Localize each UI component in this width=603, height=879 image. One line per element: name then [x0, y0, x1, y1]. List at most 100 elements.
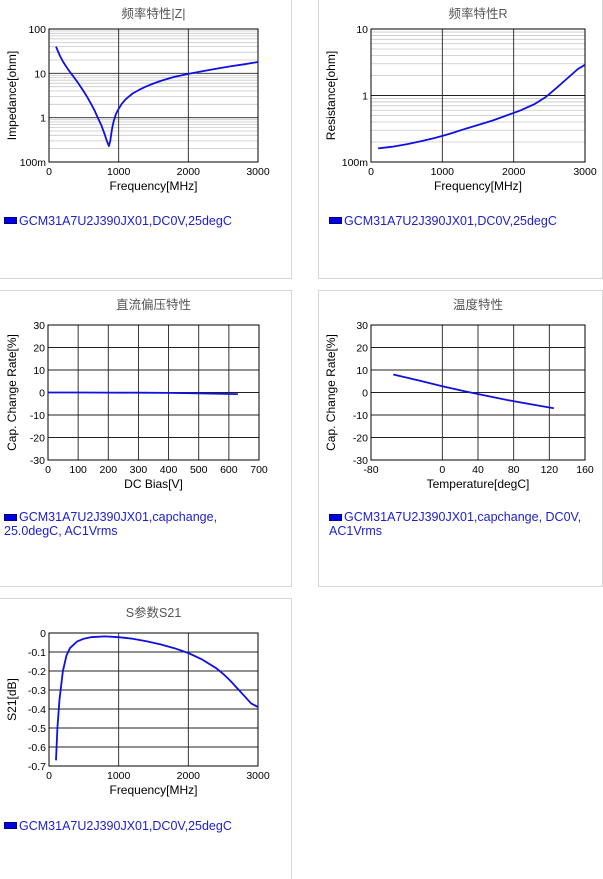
y-tick-label: 10	[34, 68, 46, 80]
x-axis-label: DC Bias[V]	[124, 477, 183, 491]
panel-s21: S参数S21 0 1000 2000 3000 0 -0.1 -0.2 -0.3 -0.4 -0.5…	[0, 598, 292, 879]
x-tick-label: 700	[250, 464, 268, 476]
series-line	[55, 635, 259, 761]
x-tick-label: 1000	[107, 770, 131, 782]
legend-swatch-icon	[4, 217, 17, 225]
y-axis-label: S21[dB]	[5, 678, 19, 721]
x-tick-label: 100	[69, 464, 87, 476]
y-tick-label: 0	[40, 628, 46, 640]
x-tick-label: 0	[45, 464, 51, 476]
series-line	[48, 391, 238, 395]
x-tick-label: 0	[439, 464, 445, 476]
y-tick-label: -0.7	[28, 761, 46, 773]
x-tick-label: 80	[508, 464, 520, 476]
x-tick-label: 0	[46, 166, 52, 178]
x-tick-label: 2000	[502, 166, 526, 178]
legend-s21[interactable]: GCM31A7U2J390JX01,DC0V,25degC	[4, 819, 232, 833]
x-tick-label: 2000	[177, 166, 201, 178]
y-tick-label: 1	[362, 91, 368, 103]
plot-frame	[370, 324, 586, 461]
y-tick-label: -30	[353, 455, 368, 467]
chart-s21: S参数S21 0 1000 2000 3000 0 -0.1 -0.2 -0.3 -0.4 -0.5…	[5, 605, 270, 797]
y-tick-label: 100m	[342, 157, 369, 169]
legend-text: GCM31A7U2J390JX01,DC0V,25degC	[344, 214, 557, 228]
x-axis-label: Frequency[MHz]	[109, 179, 197, 193]
chart-title: 频率特性|Z|	[121, 6, 185, 21]
legend-text: GCM31A7U2J390JX01,DC0V,25degC	[19, 819, 232, 833]
y-tick-label: -20	[30, 433, 45, 445]
x-tick-label: 200	[100, 464, 118, 476]
x-tick-label: 1000	[107, 166, 131, 178]
chart-resistance: 频率特性R 0 1000 2000 3000 100m 1 10 Frequency[MHz] R…	[324, 6, 597, 193]
panel-dc-bias: 直流偏压特性 0 100 200 300 400 500 600 700 -30 -20 -10 0 10…	[0, 290, 292, 587]
x-tick-label: 160	[576, 464, 594, 476]
legend-text: GCM31A7U2J390JX01,DC0V,25degC	[19, 214, 232, 228]
legend-swatch-icon	[329, 217, 342, 225]
x-axis-label: Frequency[MHz]	[434, 179, 522, 193]
panel-impedance: 频率特性|Z| 0 1000 2000 3000 100m 1 10 100 Frequency[…	[0, 0, 292, 279]
y-tick-label: -0.6	[28, 742, 46, 754]
x-tick-label: 120	[541, 464, 559, 476]
x-tick-label: 40	[472, 464, 484, 476]
legend-temperature[interactable]: GCM31A7U2J390JX01,capchange, DC0V, AC1Vr…	[329, 510, 599, 538]
y-axis-label: Cap. Change Rate[%]	[5, 334, 19, 451]
x-tick-label: 600	[220, 464, 238, 476]
y-axis-label: Resistance[ohm]	[324, 51, 338, 140]
y-tick-label: 10	[356, 365, 368, 377]
y-tick-label: 20	[33, 343, 45, 355]
x-tick-label: 1000	[431, 166, 455, 178]
chart-temperature: 温度特性 -80 0 40 80 120 160 -30 -20 -10 0 10 20 30 Temper…	[324, 297, 594, 491]
x-axis-label: Frequency[MHz]	[109, 783, 197, 797]
y-tick-label: 100	[28, 24, 46, 36]
series-line	[393, 373, 554, 410]
legend-resistance[interactable]: GCM31A7U2J390JX01,DC0V,25degC	[329, 214, 557, 228]
chart-title: 温度特性	[453, 297, 503, 312]
x-tick-label: 0	[368, 166, 374, 178]
plot-frame	[370, 28, 586, 163]
y-tick-label: 0	[362, 388, 368, 400]
x-tick-label: 500	[190, 464, 208, 476]
x-tick-label: 3000	[573, 166, 597, 178]
y-tick-label: 0	[39, 388, 45, 400]
legend-impedance[interactable]: GCM31A7U2J390JX01,DC0V,25degC	[4, 214, 232, 228]
legend-dc-bias[interactable]: GCM31A7U2J390JX01,capchange, 25.0degC, A…	[4, 510, 274, 538]
plot-frame	[48, 632, 259, 767]
y-tick-label: -0.4	[28, 704, 46, 716]
plot-frame	[48, 28, 259, 163]
y-tick-label: -30	[30, 455, 45, 467]
panel-temperature: 温度特性 -80 0 40 80 120 160 -30 -20 -10 0 10 20 30 Temper…	[318, 290, 603, 587]
x-axis-label: Temperature[degC]	[427, 477, 530, 491]
y-tick-label: 30	[33, 320, 45, 332]
x-tick-label: 3000	[246, 166, 270, 178]
y-tick-label: 30	[356, 320, 368, 332]
y-tick-label: -20	[353, 433, 368, 445]
x-tick-label: 3000	[246, 770, 270, 782]
chart-dc-bias: 直流偏压特性 0 100 200 300 400 500 600 700 -30 -20 -10 0 10…	[5, 297, 268, 491]
y-tick-label: -0.3	[28, 685, 46, 697]
x-tick-label: 2000	[177, 770, 201, 782]
legend-text: GCM31A7U2J390JX01,capchange, 25.0degC, A…	[4, 510, 218, 538]
y-tick-label: 10	[356, 24, 368, 36]
y-tick-label: 1	[40, 113, 46, 125]
y-tick-label: 10	[33, 365, 45, 377]
series-line	[377, 64, 586, 150]
x-tick-label: -80	[363, 464, 378, 476]
panel-resistance: 频率特性R 0 1000 2000 3000 100m 1 10 Frequency[MHz] R…	[318, 0, 603, 279]
legend-swatch-icon	[4, 822, 17, 830]
y-tick-label: -0.1	[28, 647, 46, 659]
legend-swatch-icon	[4, 514, 17, 521]
x-tick-label: 300	[130, 464, 148, 476]
y-tick-label: 20	[356, 343, 368, 355]
series-line	[55, 46, 259, 147]
chart-title: S参数S21	[126, 605, 182, 620]
x-tick-label: 400	[160, 464, 178, 476]
y-axis-label: Impedance[ohm]	[5, 51, 19, 140]
y-tick-label: -10	[30, 410, 45, 422]
legend-swatch-icon	[329, 514, 342, 521]
y-tick-label: -10	[353, 410, 368, 422]
chart-title: 频率特性R	[448, 6, 507, 21]
x-tick-label: 0	[46, 770, 52, 782]
y-axis-label: Cap. Change Rate[%]	[324, 334, 338, 451]
chart-title: 直流偏压特性	[116, 297, 191, 312]
chart-impedance: 频率特性|Z| 0 1000 2000 3000 100m 1 10 100 Frequency[…	[5, 6, 270, 193]
